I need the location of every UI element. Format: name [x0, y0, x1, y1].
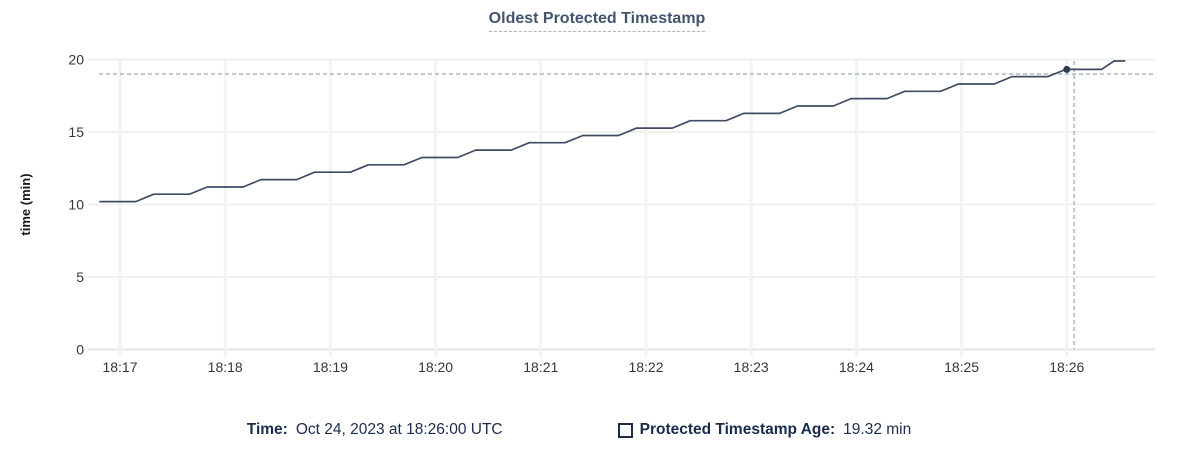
series-value: 19.32 min	[843, 421, 912, 438]
hover-dot	[1063, 65, 1071, 73]
x-tick-label: 18:20	[418, 359, 453, 375]
hover-time-group: Time: Oct 24, 2023 at 18:26:00 UTC	[247, 421, 503, 439]
x-tick-label: 18:22	[628, 359, 663, 375]
x-tick-label: 18:26	[1049, 359, 1084, 375]
y-tick-label: 20	[68, 52, 84, 68]
time-value: Oct 24, 2023 at 18:26:00 UTC	[295, 421, 503, 438]
y-tick-label: 10	[68, 197, 84, 213]
chart-title-row: Oldest Protected Timestamp	[0, 10, 1194, 32]
series-line	[99, 60, 1126, 203]
series-checkbox-icon[interactable]	[617, 422, 633, 438]
x-tick-label: 18:24	[839, 359, 874, 375]
y-tick-label: 5	[76, 269, 84, 285]
x-tick-label: 18:18	[208, 359, 243, 375]
series-label: Protected Timestamp Age:	[639, 421, 836, 438]
line-chart[interactable]: 0 5 10 15 20 18:17 18:18 18:19 18:20 18:21 18:22 18…	[0, 0, 1194, 400]
y-tick-label: 0	[76, 342, 84, 358]
series-legend-group: Protected Timestamp Age: 19.32 min	[617, 421, 912, 439]
x-tick-label: 18:19	[313, 359, 348, 375]
time-label: Time:	[246, 421, 288, 438]
x-tick-label: 18:25	[944, 359, 979, 375]
chart-title[interactable]: Oldest Protected Timestamp	[488, 10, 706, 32]
y-tick-label: 15	[68, 124, 84, 140]
x-tick-label: 18:17	[102, 359, 137, 375]
hover-legend: Time: Oct 24, 2023 at 18:26:00 UTC Prote…	[0, 421, 1194, 439]
x-tick-label: 18:21	[523, 359, 558, 375]
x-tick-label: 18:23	[734, 359, 769, 375]
y-axis-label: time (min)	[18, 173, 33, 235]
